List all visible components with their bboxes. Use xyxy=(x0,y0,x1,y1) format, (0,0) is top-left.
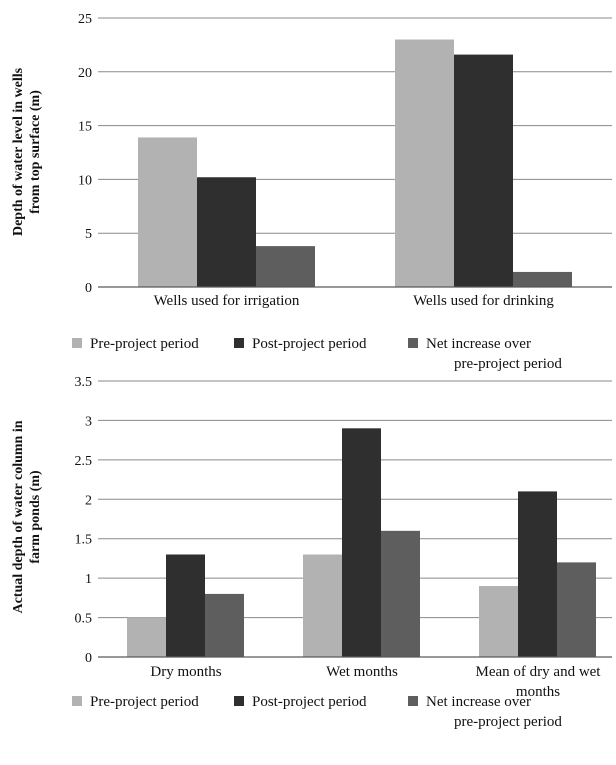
legend-label: Net increase over pre-project period xyxy=(426,694,562,730)
y-tick-label: 15 xyxy=(78,120,92,135)
legend-label: Pre-project period xyxy=(90,694,199,710)
legend-swatch xyxy=(234,338,244,348)
bar xyxy=(303,554,342,657)
y-tick-label: 2.5 xyxy=(75,454,93,469)
y-tick-label: 3.5 xyxy=(75,375,93,390)
bar xyxy=(138,137,197,287)
bar xyxy=(557,562,596,657)
y-axis-label: Depth of water level in wells from top su… xyxy=(11,67,43,236)
y-tick-label: 1 xyxy=(85,572,92,587)
y-tick-label: 0.5 xyxy=(75,612,93,627)
bar xyxy=(479,586,518,657)
legend-swatch xyxy=(408,338,418,348)
legend-label: Post-project period xyxy=(252,336,367,352)
x-category-label: Wells used for irrigation xyxy=(154,293,300,309)
y-tick-label: 1.5 xyxy=(75,533,93,548)
bar xyxy=(342,428,381,657)
legend-label: Net increase over pre-project period xyxy=(426,336,562,372)
x-category-label: Wet months xyxy=(326,664,398,680)
legend-label: Pre-project period xyxy=(90,336,199,352)
bar xyxy=(166,554,205,657)
bar xyxy=(205,593,244,657)
y-tick-label: 10 xyxy=(78,173,92,188)
y-tick-label: 0 xyxy=(85,281,92,296)
y-tick-label: 20 xyxy=(78,66,92,81)
legend-swatch xyxy=(234,696,244,706)
y-tick-label: 5 xyxy=(85,227,92,242)
bar xyxy=(197,177,256,287)
bar xyxy=(518,491,557,657)
bar xyxy=(513,271,572,287)
bar xyxy=(454,54,513,287)
chart-1: 0 5 10 15 20 25 Depth of water level in wells f… xyxy=(11,12,612,372)
chart-2: 0 0.5 1 1.5 2 2.5 3 3.5 Actual depth of water co… xyxy=(11,375,612,730)
y-tick-label: 3 xyxy=(85,414,92,429)
bar xyxy=(256,246,315,287)
x-category-label: Mean of dry and wet months xyxy=(476,664,602,700)
legend-swatch xyxy=(72,338,82,348)
legend-swatch xyxy=(72,696,82,706)
x-category-label: Dry months xyxy=(150,664,221,680)
legend-label: Post-project period xyxy=(252,694,367,710)
y-tick-label: 25 xyxy=(78,12,92,27)
y-tick-label: 2 xyxy=(85,493,92,508)
legend-swatch xyxy=(408,696,418,706)
x-category-label: Wells used for drinking xyxy=(413,293,554,309)
bar xyxy=(381,530,420,657)
y-tick-label: 0 xyxy=(85,651,92,666)
bar xyxy=(395,39,454,287)
bar xyxy=(127,617,166,657)
y-axis-label: Actual depth of water column in farm pond… xyxy=(11,420,43,613)
